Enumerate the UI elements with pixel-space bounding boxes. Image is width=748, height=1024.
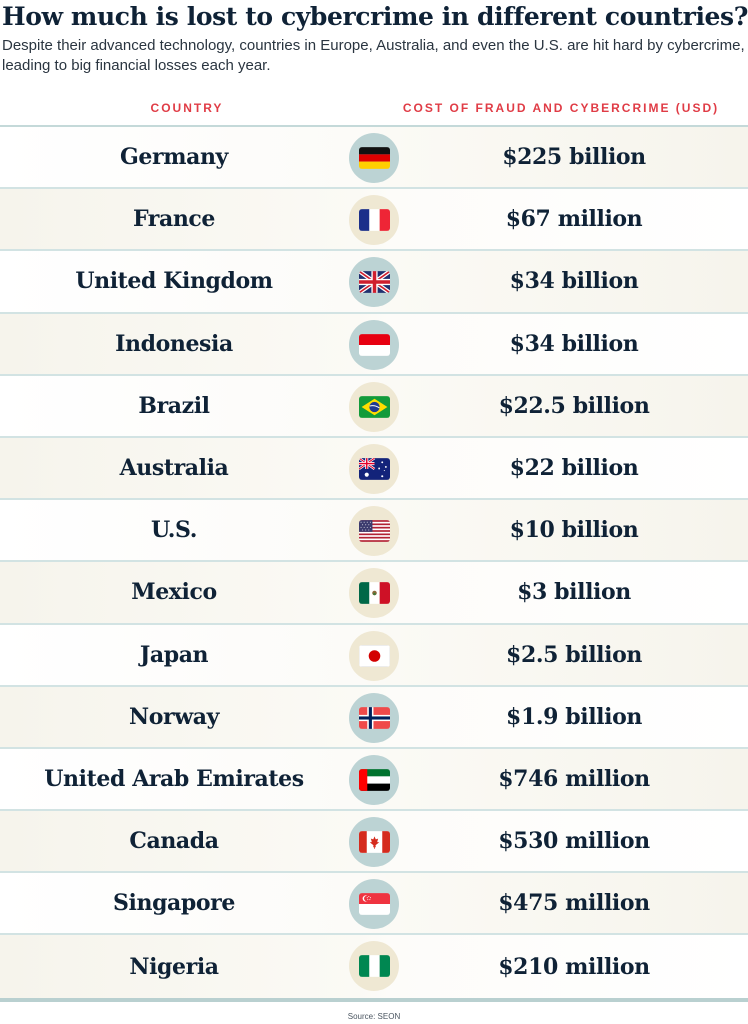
flag-badge [349,817,399,868]
country-name: France [132,206,216,233]
nigeria-flag-icon [358,955,390,978]
us-flag-icon [358,520,390,542]
uae-flag-icon [358,769,390,791]
uk-flag-icon [358,271,390,294]
country-name: Canada [129,828,219,855]
country-name: United Kingdom [75,268,273,295]
country-name: Indonesia [115,330,233,357]
cost-value: $34 billion [509,330,639,357]
table-row: Mexico $3 billion [0,562,748,625]
flag-badge [349,257,399,308]
japan-flag-icon [358,644,390,667]
flag-badge [349,754,399,805]
flag-badge [349,879,399,930]
table-row: Canada $530 million [0,811,748,874]
table-row: Australia $22 billion [0,437,748,501]
country-name: Nigeria [129,953,219,980]
flag-badge [349,319,399,370]
table-row: Brazil $22.5 billion [0,375,748,438]
australia-flag-icon [358,457,390,480]
cost-value: $2.5 billion [506,641,642,668]
singapore-flag-icon [358,893,390,916]
cost-value: $746 million [498,765,650,792]
country-name: Brazil [138,392,210,419]
cost-value: $10 billion [509,517,639,544]
country-name: Australia [119,455,229,482]
flag-badge [349,568,399,619]
cost-value: $210 million [498,953,650,980]
country-name: U.S. [151,517,197,544]
flag-badge [349,692,399,743]
cost-value: $475 million [498,890,650,917]
cost-value: $67 million [505,206,643,233]
flag-badge [349,381,399,432]
flag-badge [349,630,399,681]
cost-value: $225 billion [502,144,646,171]
flag-badge [349,941,399,992]
flag-badge [349,195,399,246]
table-row: United Kingdom $34 billion [0,251,748,314]
source-note: Source: SEON [347,1012,401,1021]
country-name: United Arab Emirates [44,765,304,792]
table-row: Germany $225 billion [0,127,748,190]
cost-value: $530 million [498,828,650,855]
cost-value: $22.5 billion [498,392,650,419]
cybercrime-table: Germany $225 billion France $67 million … [0,125,748,1002]
flag-badge [349,443,399,494]
flag-badge [349,133,399,183]
cost-value: $1.9 billion [506,703,642,730]
page-subtitle: Despite their advanced technology, count… [2,37,745,74]
country-name: Japan [139,641,209,668]
table-row: U.S. $10 billion [0,500,748,563]
country-name: Germany [120,144,228,171]
country-name: Norway [129,703,219,730]
table-row: Japan $2.5 billion [0,624,748,687]
table-row: United Arab Emirates $746 million [0,748,748,812]
cost-value: $3 billion [517,579,631,606]
germany-flag-icon [358,147,390,169]
canada-flag-icon [358,831,390,853]
france-flag-icon [358,209,390,232]
flag-badge [349,506,399,557]
page-title: How much is lost to cybercrime in differ… [2,2,748,31]
table-row: Nigeria $210 million [0,935,748,998]
country-name: Singapore [113,890,235,917]
table-row: Singapore $475 million [0,873,748,936]
column-header-cost: COST OF FRAUD AND CYBERCRIME (USD) [402,101,720,115]
mexico-flag-icon [358,582,390,605]
table-row: France $67 million [0,189,748,252]
table-row: Indonesia $34 billion [0,313,748,376]
cost-value: $22 billion [509,455,639,482]
table-row: Norway $1.9 billion [0,686,748,749]
country-name: Mexico [131,579,217,606]
cost-value: $34 billion [509,268,639,295]
indonesia-flag-icon [358,333,390,356]
brazil-flag-icon [358,395,390,418]
column-header-country: COUNTRY [150,101,224,115]
norway-flag-icon [358,706,390,729]
